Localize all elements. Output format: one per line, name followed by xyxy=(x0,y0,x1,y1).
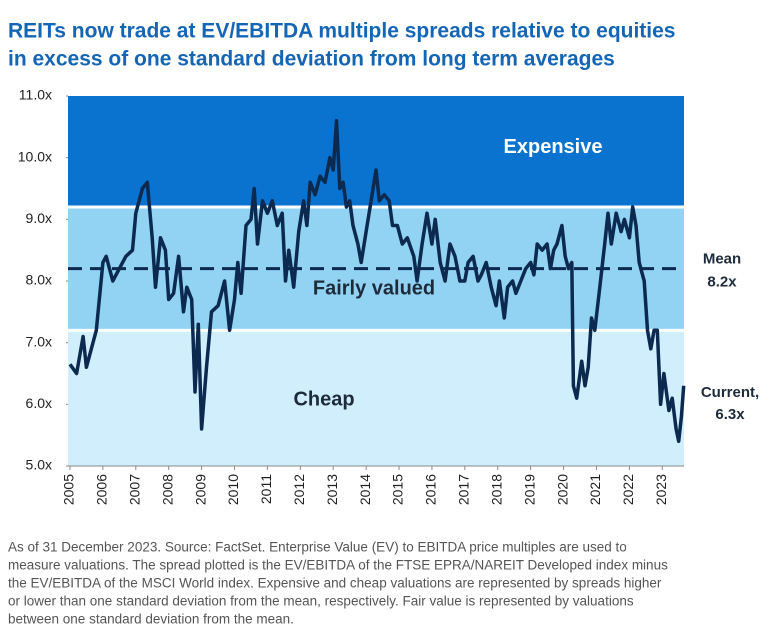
x-tick-label: 2007 xyxy=(126,474,142,505)
footnote: or lower than one standard deviation fro… xyxy=(8,594,634,609)
footnote: the EV/EBITDA of the MSCI World index. E… xyxy=(8,576,662,591)
y-tick-label: 5.0x xyxy=(26,457,52,473)
footnote: measure valuations. The spread plotted i… xyxy=(8,558,668,573)
chart-title: in excess of one standard deviation from… xyxy=(8,48,615,71)
band xyxy=(68,96,684,207)
chart-title: REITs now trade at EV/EBITDA multiple sp… xyxy=(8,20,676,43)
current-value-label: 6.3x xyxy=(715,406,745,423)
footnote: between one standard deviation from the … xyxy=(8,612,294,627)
band-label: Cheap xyxy=(293,388,354,410)
band-label: Expensive xyxy=(504,136,603,158)
x-tick-label: 2023 xyxy=(653,474,669,505)
x-tick-label: 2012 xyxy=(291,474,307,505)
x-tick-label: 2020 xyxy=(554,474,570,505)
mean-value-label: 8.2x xyxy=(707,274,737,291)
x-tick-label: 2011 xyxy=(258,474,274,504)
y-tick-label: 6.0x xyxy=(26,395,52,411)
x-tick-label: 2016 xyxy=(423,474,439,505)
band-label: Fairly valued xyxy=(313,277,435,299)
x-tick-label: 2015 xyxy=(390,474,406,505)
y-tick-label: 11.0x xyxy=(19,87,52,103)
y-tick-label: 8.0x xyxy=(26,272,52,288)
x-tick-label: 2010 xyxy=(225,474,241,505)
y-tick-label: 9.0x xyxy=(26,210,52,226)
x-tick-label: 2005 xyxy=(61,474,77,505)
x-tick-label: 2021 xyxy=(587,474,603,505)
current-label: Current, xyxy=(701,384,759,401)
x-tick-label: 2008 xyxy=(159,474,175,505)
band xyxy=(68,330,684,466)
footnote: As of 31 December 2023. Source: FactSet.… xyxy=(8,540,627,555)
y-tick-label: 10.0x xyxy=(18,148,52,164)
x-tick-label: 2006 xyxy=(94,474,110,505)
x-tick-label: 2019 xyxy=(521,474,537,505)
x-tick-label: 2018 xyxy=(488,474,504,505)
mean-label: Mean xyxy=(703,251,741,268)
x-tick-label: 2014 xyxy=(357,474,373,505)
data-line xyxy=(68,118,686,444)
y-tick-label: 7.0x xyxy=(26,333,52,349)
x-tick-label: 2022 xyxy=(620,474,636,505)
x-tick-label: 2017 xyxy=(456,474,472,505)
x-tick-label: 2009 xyxy=(192,474,208,505)
x-tick-label: 2013 xyxy=(324,474,340,505)
